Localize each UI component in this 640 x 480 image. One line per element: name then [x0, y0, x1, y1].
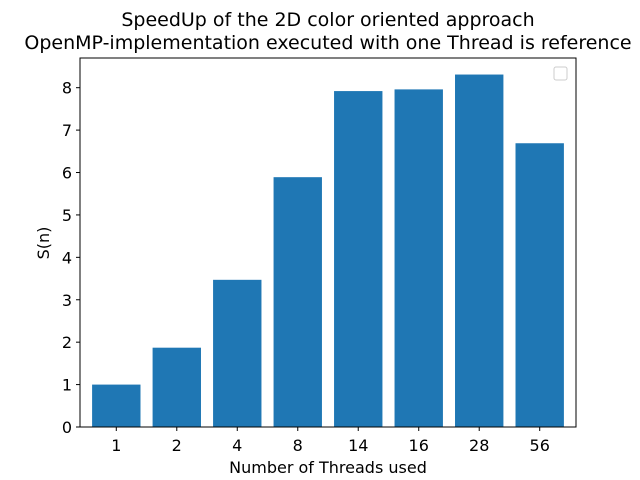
- bar-threads-4: [213, 279, 262, 427]
- x-tick-label-14: 14: [348, 436, 368, 455]
- bar-threads-14: [334, 91, 383, 427]
- chart-title-line-1: SpeedUp of the 2D color oriented approac…: [121, 9, 534, 31]
- x-tick-label-1: 1: [111, 436, 121, 455]
- y-tick-label-6: 6: [62, 164, 72, 183]
- y-tick-label-7: 7: [62, 121, 72, 140]
- legend-box: [553, 66, 568, 81]
- x-tick-label-28: 28: [469, 436, 489, 455]
- bar-threads-16: [394, 89, 443, 427]
- x-tick-label-56: 56: [530, 436, 550, 455]
- bar-threads-1: [92, 384, 141, 427]
- x-tick-label-2: 2: [172, 436, 182, 455]
- bar-threads-28: [455, 74, 504, 427]
- x-axis-ticks: 1 2 4 8 14 16 28 56: [111, 427, 550, 455]
- plot-area-frame: [79, 57, 577, 428]
- bar-threads-8: [273, 177, 322, 427]
- y-axis-ticks: 0 1 2 3 4 5 6 7 8: [62, 79, 80, 437]
- x-tick-label-8: 8: [293, 436, 303, 455]
- chart-title-line-2: OpenMP-implementation executed with one …: [24, 32, 631, 54]
- x-tick-label-16: 16: [409, 436, 429, 455]
- bar-series: [92, 74, 564, 427]
- y-tick-label-3: 3: [62, 291, 72, 310]
- y-tick-label-2: 2: [62, 333, 72, 352]
- y-axis-label: S(n): [34, 227, 53, 260]
- x-axis-label: Number of Threads used: [229, 458, 427, 477]
- bar-threads-56: [515, 143, 564, 427]
- y-tick-label-1: 1: [62, 376, 72, 395]
- x-tick-label-4: 4: [232, 436, 242, 455]
- y-tick-label-4: 4: [62, 248, 72, 267]
- y-tick-label-0: 0: [62, 418, 72, 437]
- y-tick-label-8: 8: [62, 79, 72, 98]
- y-tick-label-5: 5: [62, 206, 72, 225]
- bar-threads-2: [152, 347, 201, 427]
